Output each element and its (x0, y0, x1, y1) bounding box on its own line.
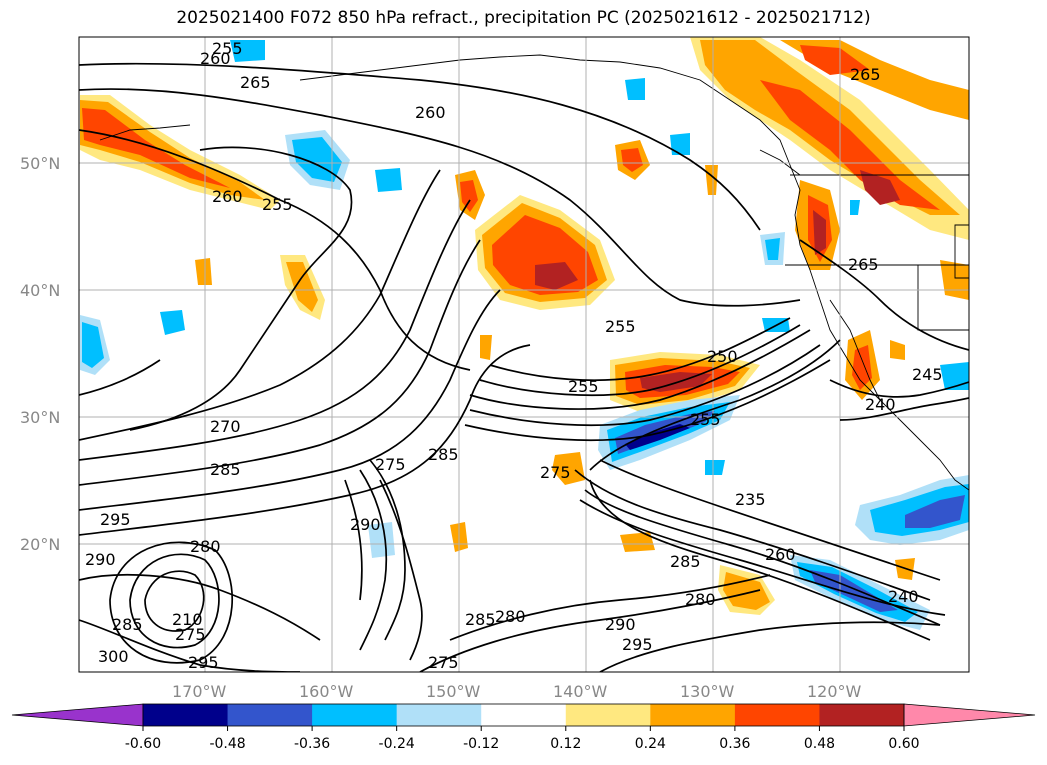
precip-shading-positive (80, 37, 969, 615)
colorbar-tick-label: -0.12 (463, 736, 499, 752)
lat-label: 30°N (20, 408, 60, 427)
contour-label: 275 (375, 455, 406, 474)
contour-label: 255 (690, 410, 721, 429)
contour-label: 260 (415, 103, 446, 122)
colorbar-extend-max (903, 703, 1036, 727)
contour-label: 295 (100, 510, 131, 529)
contour-label: 295 (622, 635, 653, 654)
contour-label: 285 (428, 445, 459, 464)
lon-label: 130°W (680, 682, 735, 701)
colorbar-bin (650, 704, 736, 726)
gridlines (79, 37, 969, 672)
refractivity-contours (79, 62, 969, 672)
latitude-labels: 50°N 40°N 30°N 20°N (20, 154, 60, 554)
colorbar-bin (396, 704, 482, 726)
contour-label: 260 (200, 49, 231, 68)
contour-label: 255 (262, 195, 293, 214)
contour-label: 275 (428, 653, 459, 672)
contour-labels: 255 260 265 260 260 255 265 255 265 270 … (85, 39, 943, 672)
contour-label: 240 (888, 587, 919, 606)
contour-label: 290 (85, 550, 116, 569)
contour-label: 210 (172, 610, 203, 629)
lon-label: 160°W (299, 682, 354, 701)
colorbar-tick-label: 0.36 (719, 736, 750, 752)
contour-label: 280 (685, 590, 716, 609)
colorbar-tick-label: 0.48 (804, 736, 835, 752)
lon-label: 120°W (807, 682, 862, 701)
contour-label: 290 (605, 615, 636, 634)
contour-label: 265 (850, 65, 881, 84)
contour-label: 285 (670, 552, 701, 571)
colorbar-tick-label: -0.24 (379, 736, 415, 752)
lat-label: 40°N (20, 281, 60, 300)
contour-label: 295 (188, 653, 219, 672)
colorbar-tick-label: -0.60 (125, 736, 161, 752)
colorbar-extend-min (11, 703, 144, 727)
contour-label: 280 (495, 607, 526, 626)
contour-label: 235 (735, 490, 766, 509)
contour-label: 260 (765, 545, 796, 564)
colorbar-bin (565, 704, 651, 726)
longitude-labels: 170°W 160°W 150°W 140°W 130°W 120°W (172, 682, 862, 701)
lon-label: 140°W (553, 682, 608, 701)
colorbar-bin (143, 704, 229, 726)
colorbar-tick-label: -0.36 (294, 736, 330, 752)
contour-label: 290 (350, 515, 381, 534)
contour-label: 285 (210, 460, 241, 479)
contour-label: 285 (112, 615, 143, 634)
lat-label: 50°N (20, 154, 60, 173)
contour-label: 285 (465, 610, 496, 629)
contour-label: 260 (212, 187, 243, 206)
contour-label: 250 (707, 347, 738, 366)
colorbar-tick-label: 0.24 (635, 736, 666, 752)
colorbar-tick-label: -0.48 (209, 736, 245, 752)
coastlines (99, 54, 969, 491)
colorbar-frame (142, 703, 905, 727)
colorbar-bin (481, 704, 567, 726)
lon-label: 150°W (426, 682, 481, 701)
contour-label: 275 (175, 625, 206, 644)
map-plot-area: 255 260 265 260 260 255 265 255 265 270 … (79, 37, 969, 672)
contour-label: 270 (210, 417, 241, 436)
colorbar-bin (734, 704, 820, 726)
colorbar-tick-label: 0.12 (550, 736, 581, 752)
colorbar: -0.60 -0.48 -0.36 -0.24 -0.12 0.12 0.24 0.36 0.4… (11, 703, 1036, 752)
contour-label: 255 (212, 39, 243, 58)
contour-label: 275 (540, 463, 571, 482)
contour-label: 300 (98, 647, 129, 666)
lat-label: 20°N (20, 535, 60, 554)
colorbar-bin (819, 704, 905, 726)
map-title: 2025021400 F072 850 hPa refract., precip… (176, 8, 871, 28)
plot-frame (78, 36, 970, 673)
contour-label: 245 (912, 365, 943, 384)
colorbar-tick-label: 0.60 (888, 736, 919, 752)
contour-label: 265 (240, 73, 271, 92)
contour-label: 255 (605, 317, 636, 336)
colorbar-bin (227, 704, 313, 726)
lon-label: 170°W (172, 682, 227, 701)
colorbar-bin (312, 704, 398, 726)
contour-label: 240 (865, 395, 896, 414)
contour-label: 265 (848, 255, 879, 274)
contour-label: 280 (190, 537, 221, 556)
contour-label: 255 (568, 377, 599, 396)
